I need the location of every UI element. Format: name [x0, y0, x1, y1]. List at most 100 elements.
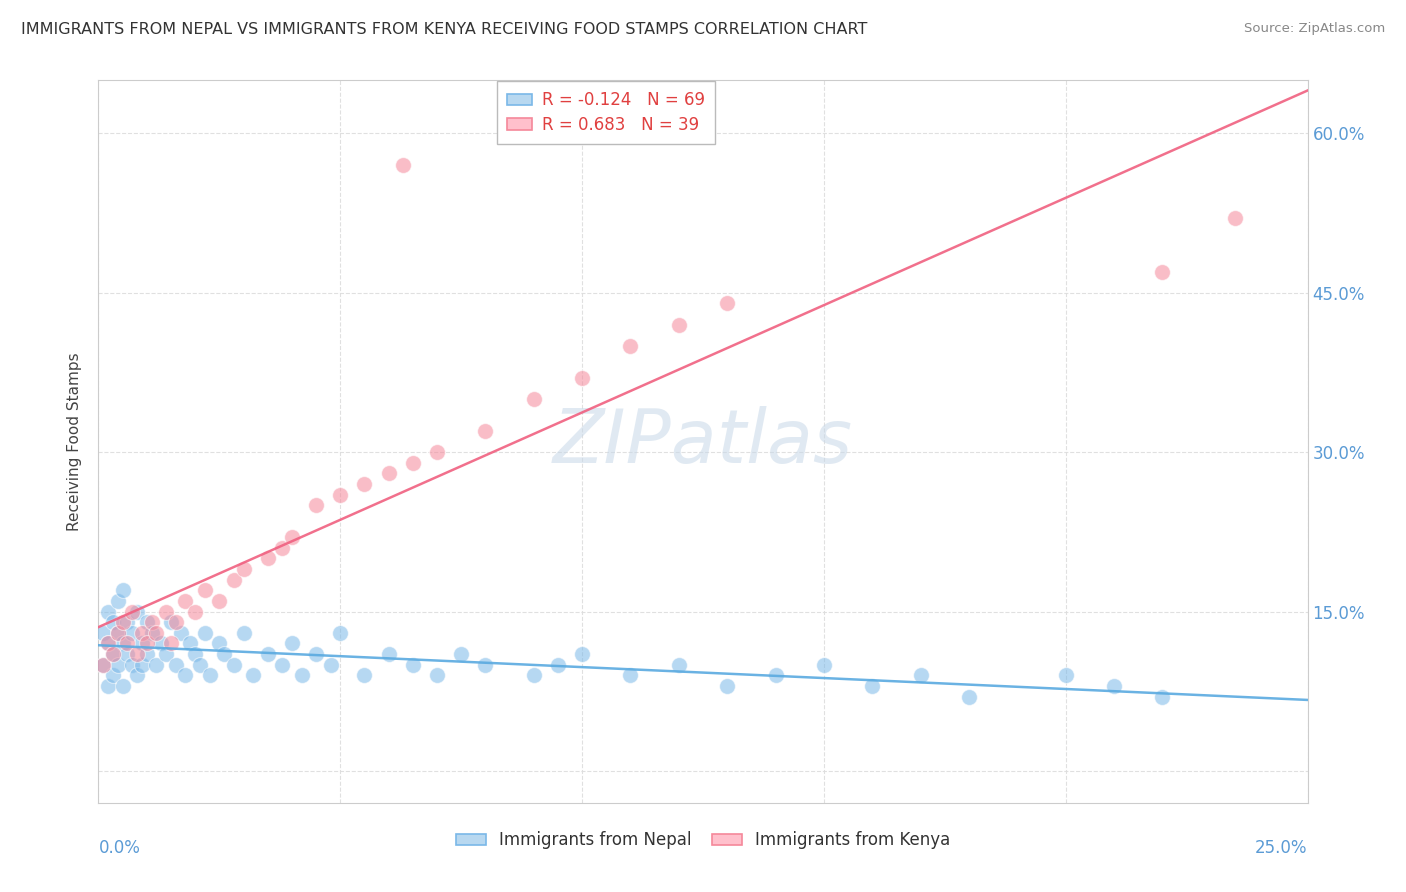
Point: [208, 636, 231, 650]
Point: [329, 488, 352, 502]
Legend: Immigrants from Nepal, Immigrants from Kenya: Immigrants from Nepal, Immigrants from K…: [449, 824, 957, 856]
Point: [121, 657, 143, 672]
Point: [571, 371, 593, 385]
Point: [107, 625, 129, 640]
Point: [111, 583, 134, 598]
Point: [194, 583, 217, 598]
Point: [145, 657, 167, 672]
Point: [184, 647, 207, 661]
Point: [135, 615, 157, 630]
Point: [668, 657, 690, 672]
Point: [1152, 264, 1174, 278]
Point: [1152, 690, 1174, 704]
Point: [208, 594, 231, 608]
Point: [179, 636, 201, 650]
Point: [155, 647, 177, 661]
Point: [165, 615, 187, 630]
Point: [117, 636, 139, 650]
Point: [957, 690, 980, 704]
Point: [523, 668, 546, 682]
Point: [271, 657, 294, 672]
Point: [97, 679, 120, 693]
Point: [571, 647, 593, 661]
Point: [107, 657, 129, 672]
Point: [141, 625, 163, 640]
Point: [127, 605, 149, 619]
Point: [155, 605, 177, 619]
Point: [426, 445, 449, 459]
Text: 25.0%: 25.0%: [1256, 838, 1308, 857]
Point: [117, 615, 139, 630]
Point: [91, 657, 114, 672]
Point: [232, 562, 254, 576]
Point: [474, 424, 496, 438]
Point: [91, 625, 114, 640]
Point: [169, 625, 191, 640]
Point: [668, 318, 690, 332]
Point: [474, 657, 496, 672]
Point: [281, 530, 304, 544]
Point: [135, 636, 157, 650]
Point: [131, 625, 153, 640]
Point: [813, 657, 835, 672]
Point: [97, 636, 120, 650]
Point: [402, 456, 425, 470]
Point: [111, 615, 134, 630]
Point: [107, 625, 129, 640]
Point: [271, 541, 294, 555]
Point: [1102, 679, 1125, 693]
Point: [174, 668, 197, 682]
Point: [910, 668, 932, 682]
Point: [212, 647, 235, 661]
Point: [117, 647, 139, 661]
Point: [141, 615, 163, 630]
Point: [131, 657, 153, 672]
Y-axis label: Receiving Food Stamps: Receiving Food Stamps: [67, 352, 83, 531]
Point: [222, 573, 245, 587]
Point: [765, 668, 787, 682]
Point: [619, 668, 641, 682]
Point: [319, 657, 342, 672]
Point: [1054, 668, 1077, 682]
Point: [127, 647, 149, 661]
Text: 0.0%: 0.0%: [98, 838, 141, 857]
Point: [127, 668, 149, 682]
Point: [242, 668, 264, 682]
Point: [111, 636, 134, 650]
Point: [353, 668, 375, 682]
Text: ZIPatlas: ZIPatlas: [553, 406, 853, 477]
Point: [150, 636, 173, 650]
Point: [194, 625, 217, 640]
Point: [281, 636, 304, 650]
Point: [97, 605, 120, 619]
Point: [1223, 211, 1246, 226]
Point: [165, 657, 187, 672]
Point: [160, 636, 183, 650]
Point: [222, 657, 245, 672]
Point: [97, 636, 120, 650]
Point: [305, 647, 328, 661]
Point: [860, 679, 883, 693]
Point: [392, 158, 415, 172]
Point: [101, 668, 124, 682]
Point: [426, 668, 449, 682]
Point: [305, 498, 328, 512]
Point: [107, 594, 129, 608]
Point: [450, 647, 472, 661]
Point: [619, 339, 641, 353]
Text: IMMIGRANTS FROM NEPAL VS IMMIGRANTS FROM KENYA RECEIVING FOOD STAMPS CORRELATION: IMMIGRANTS FROM NEPAL VS IMMIGRANTS FROM…: [21, 22, 868, 37]
Point: [101, 647, 124, 661]
Point: [121, 625, 143, 640]
Point: [290, 668, 312, 682]
Point: [377, 647, 399, 661]
Point: [188, 657, 211, 672]
Point: [402, 657, 425, 672]
Point: [353, 477, 375, 491]
Point: [184, 605, 207, 619]
Point: [91, 657, 114, 672]
Point: [121, 605, 143, 619]
Point: [198, 668, 221, 682]
Point: [101, 615, 124, 630]
Point: [256, 551, 278, 566]
Point: [174, 594, 197, 608]
